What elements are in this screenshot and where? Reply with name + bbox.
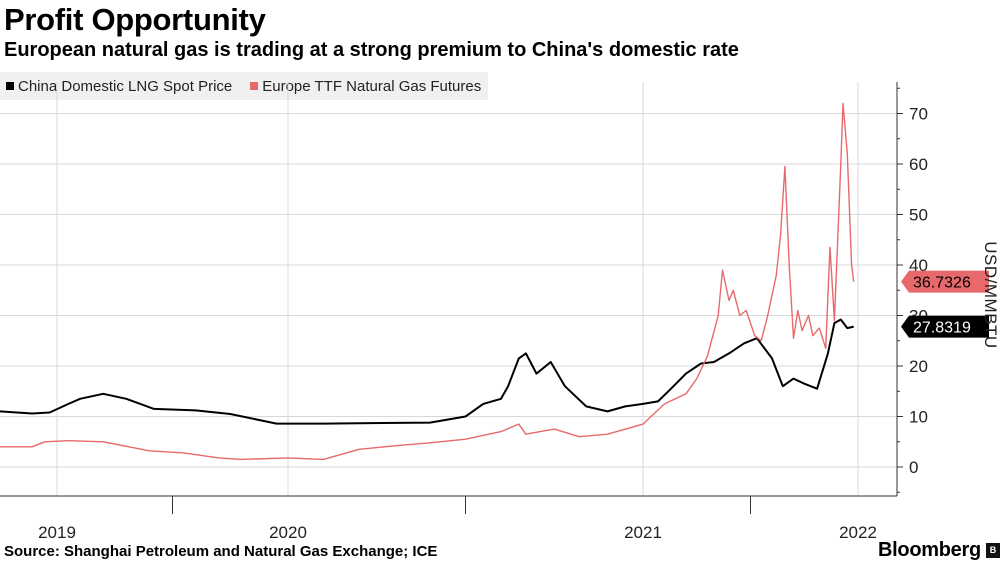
series-line-china	[0, 318, 854, 425]
y-tick-label-20: 20	[909, 357, 928, 376]
bloomberg-logo: Bloomberg	[878, 539, 981, 561]
x-tick-label-2020: 2020	[269, 523, 307, 542]
y-tick-label-70: 70	[909, 105, 928, 124]
x-tick-label-2019: 2019	[38, 523, 76, 542]
x-tick-label-2022: 2022	[839, 523, 877, 542]
value-flag-label-europe: 36.7326	[913, 275, 971, 292]
value-flag-label-china: 27.8319	[913, 320, 971, 337]
axes: 0102030405060702019202020212022	[0, 82, 928, 542]
value-flag-china	[901, 315, 989, 338]
legend-label-china: China Domestic LNG Spot Price	[18, 77, 233, 95]
y-tick-label-0: 0	[909, 458, 918, 477]
chart-title: Profit Opportunity	[4, 2, 266, 37]
legend-swatch-china	[6, 82, 14, 90]
source-note: Source: Shanghai Petroleum and Natural G…	[4, 543, 438, 560]
legend-entry-china: China Domestic LNG Spot Price	[6, 78, 232, 95]
value-flags: 27.8319 36.7326	[901, 270, 989, 338]
gridlines	[0, 82, 897, 496]
chart-legend: China Domestic LNG Spot Price Europe TTF…	[0, 72, 488, 100]
series-line-europe	[0, 102, 855, 461]
y-tick-label-10: 10	[909, 408, 928, 427]
value-flag-europe	[901, 270, 989, 293]
y-tick-label-60: 60	[909, 155, 928, 174]
legend-label-europe: Europe TTF Natural Gas Futures	[262, 77, 482, 95]
y-axis-label: USD/MMBTU	[981, 241, 1000, 349]
legend-swatch-europe	[250, 82, 259, 90]
y-tick-label-40: 40	[909, 256, 928, 275]
series-lines	[0, 102, 855, 461]
bloomberg-badge-icon: B	[986, 543, 1000, 558]
y-tick-label-50: 50	[909, 206, 928, 225]
chart-subtitle: European natural gas is trading at a str…	[4, 39, 739, 61]
x-tick-label-2021: 2021	[624, 523, 662, 542]
legend-entry-europe: Europe TTF Natural Gas Futures	[250, 78, 481, 95]
